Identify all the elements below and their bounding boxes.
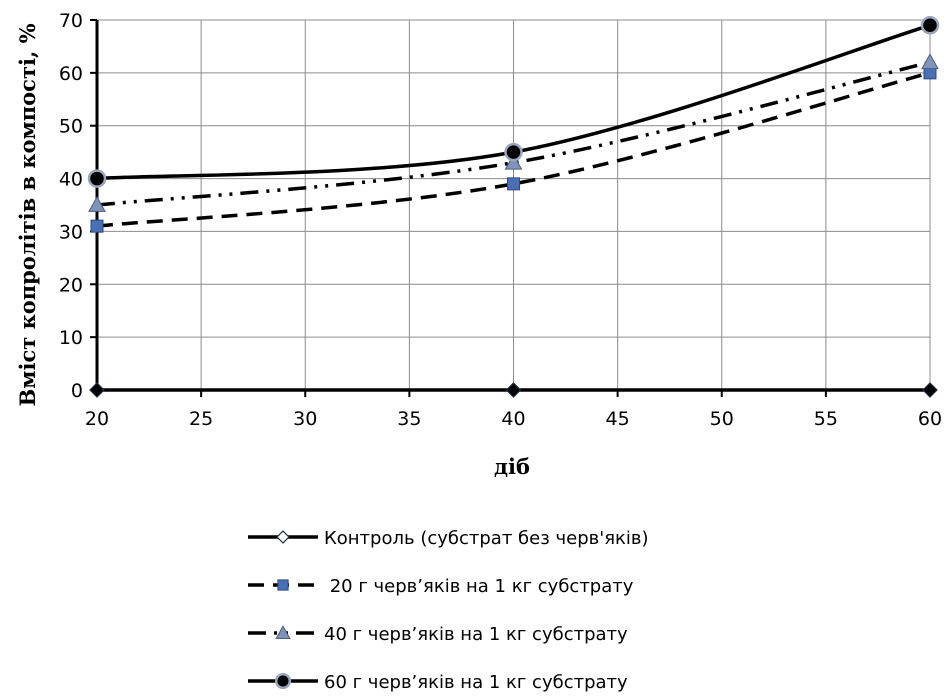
data-point-triangle (88, 195, 106, 212)
legend-marker-triangle (275, 625, 291, 639)
legend-label: 60 г черв’яків на 1 кг субстрату (324, 672, 628, 693)
data-point-diamond (89, 382, 105, 398)
y-tick-label: 40 (59, 169, 83, 191)
data-point-circle (504, 142, 523, 162)
y-tick-label: 30 (59, 221, 83, 243)
series-line-3 (96, 60, 931, 207)
data-point-circle (920, 16, 940, 35)
x-tick-label: 50 (710, 408, 734, 430)
legend-label: Контроль (субстрат без черв'яків) (324, 528, 649, 549)
tick-labels: 0 10 20 30 40 50 60 70 20 25 30 35 40 45 50 55 60 (59, 10, 942, 430)
y-axis-title: Вміст копролітів в компості, % (15, 23, 40, 406)
x-tick-label: 45 (606, 408, 630, 430)
legend-label: 40 г черв’яків на 1 кг субстрату (324, 624, 628, 645)
y-tick-label: 0 (71, 380, 83, 402)
data-point-triangle (921, 53, 939, 70)
legend-marker-diamond (276, 530, 290, 544)
series-line-2 (96, 71, 931, 228)
y-tick-label: 70 (59, 10, 83, 32)
series-lines (87, 16, 940, 398)
data-point-square (90, 219, 104, 233)
data-point-diamond (505, 382, 522, 398)
data-point-circle (87, 169, 107, 188)
legend: Контроль (субстрат без черв'яків) 20 г ч… (248, 528, 649, 693)
x-tick-label: 30 (293, 408, 317, 430)
grid (96, 19, 931, 391)
legend-label: 20 г черв’яків на 1 кг субстрату (324, 576, 634, 597)
x-tick-label: 55 (814, 408, 838, 430)
axes (90, 19, 931, 397)
legend-marker-circle (274, 672, 292, 690)
y-tick-label: 20 (59, 274, 83, 296)
y-tick-label: 50 (59, 116, 83, 138)
data-point-triangle (504, 153, 523, 170)
x-tick-label: 25 (189, 408, 213, 430)
data-point-square (507, 177, 520, 191)
legend-marker-square (277, 579, 289, 591)
x-tick-label: 60 (918, 408, 942, 430)
y-tick-label: 10 (59, 327, 83, 349)
x-axis-title: діб (494, 454, 530, 479)
y-tick-label: 60 (59, 63, 83, 85)
x-tick-label: 20 (85, 408, 109, 430)
x-tick-label: 35 (397, 408, 421, 430)
data-point-diamond (922, 382, 938, 398)
x-tick-label: 40 (501, 408, 525, 430)
